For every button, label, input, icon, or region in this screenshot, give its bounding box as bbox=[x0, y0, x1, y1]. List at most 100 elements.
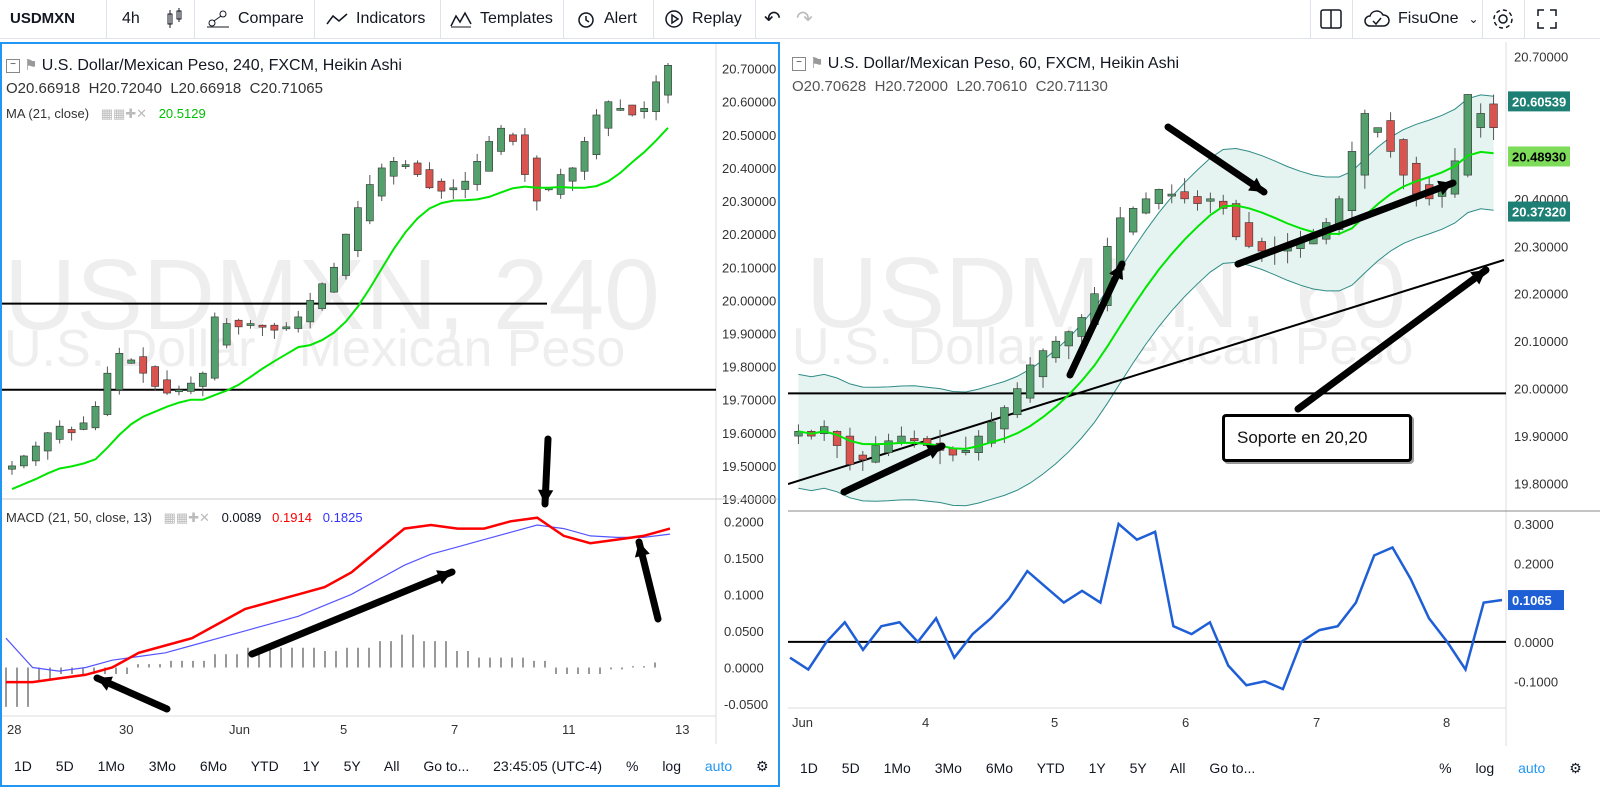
templates-button[interactable]: Templates bbox=[450, 0, 553, 38]
divider bbox=[194, 0, 195, 38]
osc-tick: 0.0000 bbox=[1514, 635, 1554, 650]
account-menu[interactable]: FisuOne ⌄ bbox=[1364, 0, 1479, 38]
range-1d[interactable]: 1D bbox=[14, 758, 32, 774]
gear-icon[interactable]: ⚙ bbox=[1569, 760, 1582, 776]
price-tick: 20.20000 bbox=[1514, 287, 1568, 302]
time-tick: 7 bbox=[1313, 715, 1320, 730]
auto-toggle[interactable]: auto bbox=[704, 758, 733, 774]
settings-button[interactable] bbox=[1491, 0, 1515, 38]
log-toggle[interactable]: log bbox=[1475, 760, 1495, 776]
trend-arrow bbox=[1234, 179, 1457, 268]
chart-style-button[interactable] bbox=[166, 0, 192, 38]
left-candle bbox=[389, 161, 398, 177]
ohlc-close: C20.71065 bbox=[249, 80, 323, 97]
range-1mo[interactable]: 1Mo bbox=[97, 758, 125, 774]
macd-legend: MACD (21, 50, close, 13) ▦▦✚✕ 0.0089 0.1… bbox=[6, 510, 363, 526]
indicators-button[interactable]: Indicators bbox=[326, 0, 425, 38]
price-tick: 20.60000 bbox=[722, 95, 776, 110]
gear-icon[interactable]: ⚙ bbox=[756, 758, 769, 774]
left-candle bbox=[330, 266, 338, 293]
annotation-callout[interactable]: Soporte en 20,20 bbox=[1222, 414, 1412, 462]
right-candle bbox=[1000, 407, 1009, 430]
layout-button[interactable] bbox=[1320, 0, 1342, 38]
percent-toggle[interactable]: % bbox=[1439, 760, 1452, 776]
indicators-icon bbox=[326, 13, 348, 25]
range-ytd[interactable]: YTD bbox=[250, 758, 279, 774]
right-chart-canvas[interactable]: USDMXN, 60U.S. Dollar / Mexican Peso20.7… bbox=[788, 42, 1600, 746]
goto-button[interactable]: Go to... bbox=[1209, 760, 1256, 776]
range-5y[interactable]: 5Y bbox=[343, 758, 361, 774]
range-1y[interactable]: 1Y bbox=[302, 758, 320, 774]
percent-toggle[interactable]: % bbox=[625, 758, 639, 774]
redo-button[interactable]: ↷ bbox=[796, 0, 813, 38]
range-3mo[interactable]: 3Mo bbox=[148, 758, 176, 774]
price-badge-label: 20.37320 bbox=[1512, 205, 1566, 220]
indicator-tools-icon[interactable]: ▦▦✚✕ bbox=[163, 510, 210, 525]
log-toggle[interactable]: log bbox=[662, 758, 681, 774]
range-all[interactable]: All bbox=[383, 758, 400, 774]
time-tick: 6 bbox=[1182, 715, 1189, 730]
right-candle bbox=[1013, 388, 1022, 416]
trend-arrow bbox=[840, 442, 946, 496]
undo-button[interactable]: ↶ bbox=[764, 0, 781, 38]
left-candle bbox=[31, 445, 40, 462]
left-candle bbox=[222, 323, 231, 346]
compare-button[interactable]: Compare bbox=[206, 0, 304, 38]
symbol-search[interactable]: USDMXN bbox=[10, 10, 76, 27]
mid-band-line bbox=[798, 150, 1494, 450]
support-trendline bbox=[788, 259, 1505, 485]
collapse-icon[interactable]: − bbox=[6, 59, 20, 74]
price-tick: 20.20000 bbox=[722, 227, 776, 242]
fullscreen-button[interactable] bbox=[1536, 0, 1558, 38]
flag-icon: ⚑ bbox=[810, 55, 824, 72]
collapse-icon[interactable]: − bbox=[792, 57, 806, 72]
range-5y[interactable]: 5Y bbox=[1129, 760, 1147, 776]
range-all[interactable]: All bbox=[1169, 760, 1186, 776]
price-badge-label: 20.48930 bbox=[1512, 149, 1566, 164]
right-candle bbox=[1476, 113, 1485, 128]
left-candle bbox=[103, 372, 112, 415]
right-chart-pane[interactable]: USDMXN, 60U.S. Dollar / Mexican Peso20.7… bbox=[788, 42, 1600, 787]
range-6mo[interactable]: 6Mo bbox=[985, 760, 1014, 776]
trend-arrow bbox=[1066, 260, 1126, 379]
price-tick: 20.10000 bbox=[1514, 334, 1568, 349]
left-chart-pane[interactable]: USDMXN, 240 U.S. Dollar / Mexican Peso 20.… bbox=[0, 42, 802, 787]
range-ytd[interactable]: YTD bbox=[1036, 760, 1065, 776]
left-candle bbox=[664, 65, 672, 96]
left-candle bbox=[604, 101, 613, 129]
interval-button[interactable]: 4h bbox=[122, 10, 140, 27]
price-tick: 19.70000 bbox=[722, 393, 776, 408]
auto-toggle[interactable]: auto bbox=[1518, 760, 1546, 776]
indicator-tools-icon[interactable]: ▦▦✚✕ bbox=[100, 106, 148, 121]
templates-label: Templates bbox=[480, 10, 553, 27]
time-tick: 28 bbox=[7, 722, 21, 737]
left-candle bbox=[437, 180, 446, 192]
price-tick: 19.90000 bbox=[722, 326, 776, 341]
bollinger-upper bbox=[798, 94, 1494, 393]
macd-hist-value: 0.0089 bbox=[221, 510, 262, 525]
right-candle bbox=[1450, 160, 1460, 195]
range-5d[interactable]: 5D bbox=[55, 758, 74, 774]
range-1d[interactable]: 1D bbox=[800, 760, 818, 776]
left-candle bbox=[342, 233, 350, 276]
range-3mo[interactable]: 3Mo bbox=[934, 760, 962, 776]
left-candle bbox=[20, 455, 28, 467]
goto-button[interactable]: Go to... bbox=[423, 758, 470, 774]
indicators-label: Indicators bbox=[356, 10, 426, 27]
range-5d[interactable]: 5D bbox=[841, 760, 860, 776]
range-6mo[interactable]: 6Mo bbox=[199, 758, 228, 774]
left-candle bbox=[413, 162, 422, 175]
annotation-text: Soporte en 20,20 bbox=[1237, 428, 1368, 447]
trend-arrow-head bbox=[436, 570, 452, 585]
range-1y[interactable]: 1Y bbox=[1088, 760, 1106, 776]
alert-button[interactable]: Alert bbox=[576, 0, 637, 38]
right-candle bbox=[1360, 113, 1369, 176]
replay-label: Replay bbox=[692, 10, 742, 27]
range-1mo[interactable]: 1Mo bbox=[883, 760, 911, 776]
left-series-title: U.S. Dollar/Mexican Peso, 240, FXCM, Hei… bbox=[41, 57, 402, 74]
price-tick: 20.00000 bbox=[1514, 382, 1568, 397]
replay-button[interactable]: Replay bbox=[664, 0, 742, 38]
trend-arrow-head bbox=[1109, 264, 1123, 280]
right-candle bbox=[1244, 222, 1254, 247]
